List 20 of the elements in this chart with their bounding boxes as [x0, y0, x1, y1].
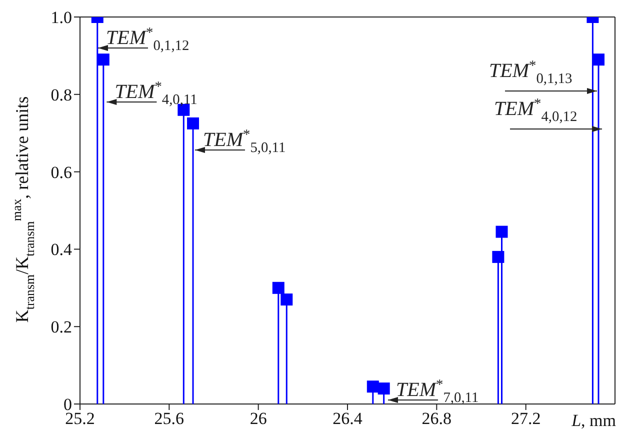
x-tick-label: 25.2	[65, 409, 95, 428]
x-tick-label: 26.4	[332, 409, 363, 428]
point	[280, 294, 293, 306]
point	[592, 54, 605, 66]
y-tick-label: 0.8	[50, 85, 72, 104]
x-tick-label: 26	[250, 409, 267, 428]
x-tick-label: 27.2	[510, 409, 541, 428]
y-tick-label: 0.2	[50, 318, 72, 337]
x-axis-title: L, mm	[570, 411, 616, 430]
x-tick-label: 26.8	[422, 409, 452, 428]
point	[272, 282, 284, 294]
y-tick-label: 0.4	[50, 240, 72, 260]
y-tick-label: 0.6	[50, 162, 72, 182]
x-tick-label: 25.6	[154, 409, 184, 428]
point	[496, 226, 508, 238]
point	[187, 117, 200, 130]
y-tick-label: 1.0	[50, 8, 72, 28]
point	[378, 382, 390, 395]
point	[97, 54, 110, 66]
point	[366, 380, 379, 393]
